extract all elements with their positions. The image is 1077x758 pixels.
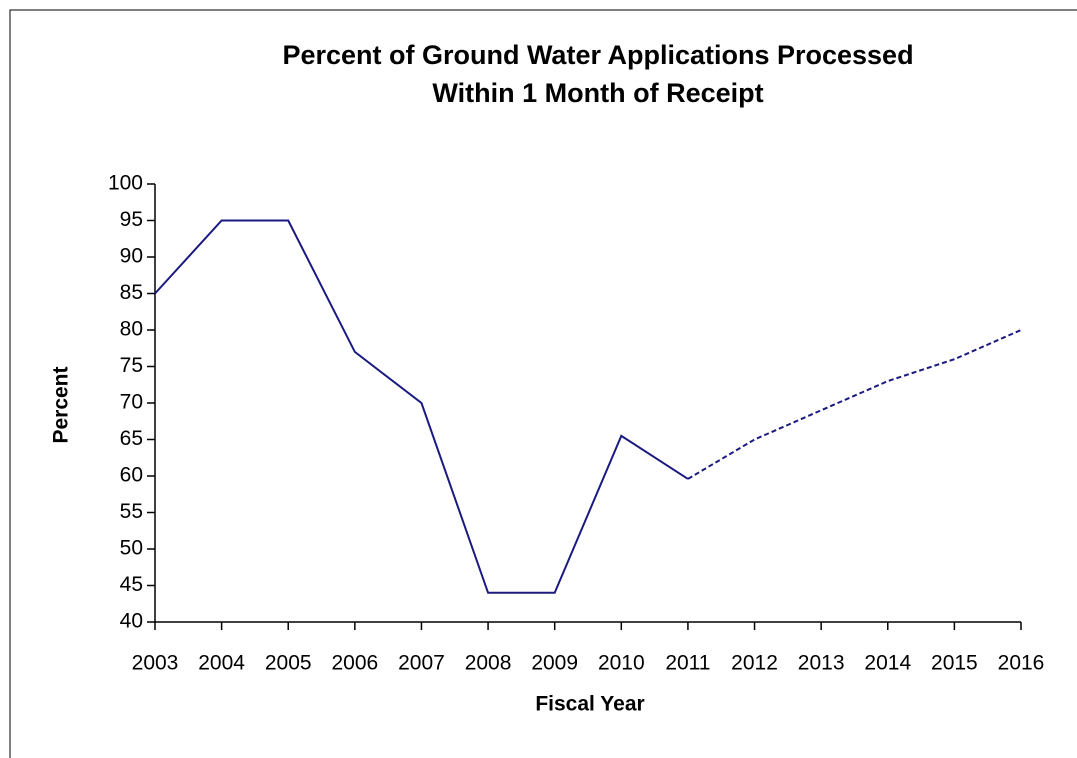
y-axis-label: Percent <box>50 366 73 443</box>
x-tick-label: 2014 <box>864 652 911 675</box>
y-tick-label: 55 <box>120 500 143 523</box>
y-tick-label: 45 <box>120 573 143 596</box>
y-tick-label: 95 <box>120 208 143 231</box>
x-tick-label: 2012 <box>731 652 778 675</box>
y-tick-label: 65 <box>120 427 143 450</box>
x-tick-label: 2016 <box>998 652 1045 675</box>
y-tick-label: 80 <box>120 318 143 341</box>
y-tick-label: 70 <box>120 391 143 414</box>
series-line <box>154 219 689 594</box>
x-tick-label: 2015 <box>931 652 978 675</box>
series-line <box>687 329 1022 480</box>
chart-title: Within 1 Month of Receipt <box>432 78 763 108</box>
y-tick-label: 90 <box>120 245 143 268</box>
x-tick-label: 2011 <box>665 652 710 675</box>
x-tick-label: 2003 <box>132 652 179 675</box>
y-tick-label: 100 <box>108 172 143 195</box>
y-tick-label: 50 <box>120 537 143 560</box>
y-tick-label: 85 <box>120 281 143 304</box>
y-tick-label: 75 <box>120 354 143 377</box>
x-tick-label: 2008 <box>465 652 512 675</box>
x-tick-label: 2010 <box>598 652 645 675</box>
x-tick-label: 2004 <box>198 652 245 675</box>
x-tick-label: 2009 <box>531 652 578 675</box>
y-tick-label: 60 <box>120 464 143 487</box>
y-tick-label: 40 <box>120 610 143 633</box>
x-tick-label: 2013 <box>798 652 845 675</box>
x-axis-label: Fiscal Year <box>535 693 644 716</box>
frame <box>9 9 1077 758</box>
x-tick-label: 2005 <box>265 652 312 675</box>
chart-title: Percent of Ground Water Applications Pro… <box>282 40 913 70</box>
x-tick-label: 2006 <box>331 652 378 675</box>
x-tick-label: 2007 <box>398 652 445 675</box>
